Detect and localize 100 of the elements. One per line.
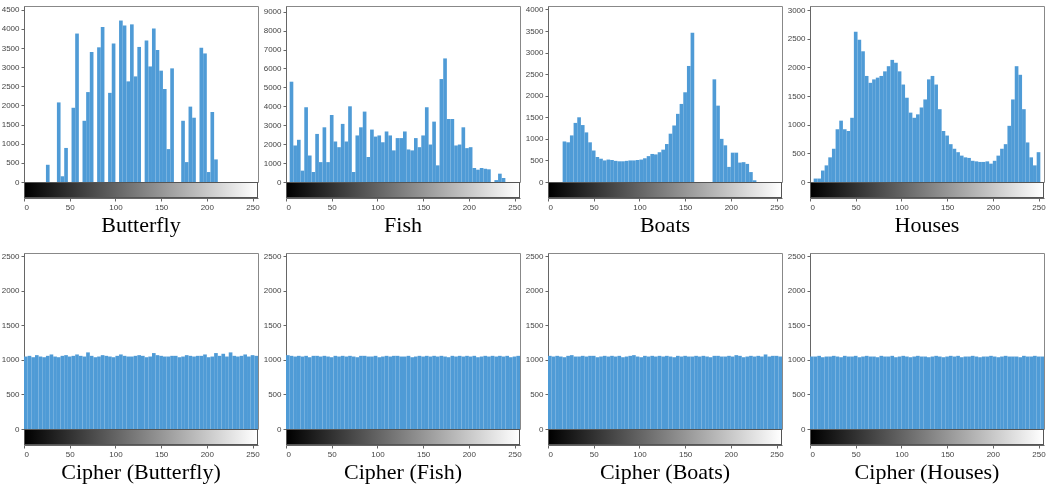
x-tick-label: 50	[851, 202, 862, 212]
x-tick-label: 150	[154, 449, 169, 459]
y-tick-label: 5000	[263, 82, 283, 92]
y-tick-label: 1000	[525, 134, 545, 144]
y-tick-label: 500	[530, 389, 545, 399]
x-tick-label: 200	[200, 449, 215, 459]
text: Cipher (Fish)	[344, 459, 462, 484]
y-tick-label: 0	[277, 177, 283, 187]
x-tick-label: 150	[678, 449, 693, 459]
x-tick-label: 100	[895, 449, 910, 459]
y-tick-label: 4500	[1, 5, 21, 15]
x-tick-label: 150	[416, 202, 431, 212]
y-tick-label: 1500	[525, 112, 545, 122]
y-tick-label: 2000	[525, 91, 545, 101]
x-tick-label: 100	[371, 202, 386, 212]
y-tick-label: 7000	[263, 45, 283, 55]
y-tick-label: 2500	[787, 251, 807, 261]
y-tick-label: 500	[792, 148, 807, 158]
x-tick-label: 200	[724, 202, 739, 212]
y-tick-label: 8000	[263, 26, 283, 36]
y-tick-label: 1500	[787, 320, 807, 330]
y-tick-label: 1500	[525, 320, 545, 330]
y-tick-label: 1500	[263, 320, 283, 330]
x-tick-label: 0	[810, 449, 816, 459]
y-tick-label: 1500	[1, 320, 21, 330]
y-tick-label: 500	[792, 389, 807, 399]
x-tick-label: 50	[327, 202, 338, 212]
text: Butterfly	[101, 212, 181, 237]
y-tick-label: 2500	[1, 81, 21, 91]
text: Houses	[894, 212, 960, 237]
x-tick-label: 50	[589, 202, 600, 212]
y-tick-label: 1000	[525, 355, 545, 365]
y-tick-label: 1500	[1, 120, 21, 130]
text: Boats	[639, 212, 691, 237]
x-tick-label: 100	[371, 449, 386, 459]
y-tick-label: 9000	[263, 7, 283, 17]
y-tick-label: 3500	[1, 43, 21, 53]
x-tick-label: 200	[986, 449, 1001, 459]
y-tick-label: 1000	[263, 158, 283, 168]
x-tick-label: 200	[462, 202, 477, 212]
y-tick-label: 0	[539, 424, 545, 434]
y-tick-label: 0	[801, 424, 807, 434]
y-tick-label: 2500	[525, 69, 545, 79]
y-tick-label: 500	[268, 389, 283, 399]
x-tick-label: 200	[724, 449, 739, 459]
x-tick-label: 200	[462, 449, 477, 459]
y-tick-label: 3000	[263, 120, 283, 130]
y-tick-label: 1500	[787, 91, 807, 101]
x-tick-label: 150	[416, 449, 431, 459]
x-tick-label: 0	[548, 449, 554, 459]
y-tick-label: 2000	[787, 62, 807, 72]
y-tick-label: 500	[6, 158, 21, 168]
x-tick-label: 100	[633, 449, 648, 459]
x-tick-label: 100	[633, 202, 648, 212]
y-tick-label: 2500	[1, 251, 21, 261]
x-tick-label: 0	[286, 449, 292, 459]
x-tick-label: 250	[770, 202, 785, 212]
y-tick-label: 500	[530, 155, 545, 165]
x-tick-label: 50	[851, 449, 862, 459]
y-tick-label: 1000	[1, 139, 21, 149]
y-tick-label: 4000	[263, 101, 283, 111]
x-tick-label: 250	[508, 449, 523, 459]
y-tick-label: 2000	[263, 139, 283, 149]
x-tick-label: 250	[770, 449, 785, 459]
text: Cipher (Boats)	[599, 459, 731, 484]
x-tick-label: 200	[200, 202, 215, 212]
y-tick-label: 3000	[525, 48, 545, 58]
y-tick-label: 3000	[1, 62, 21, 72]
y-tick-label: 0	[15, 177, 21, 187]
x-tick-label: 0	[810, 202, 816, 212]
x-tick-label: 150	[940, 202, 955, 212]
y-tick-label: 0	[15, 424, 21, 434]
x-tick-label: 250	[1032, 202, 1047, 212]
y-tick-label: 1000	[263, 355, 283, 365]
x-tick-label: 50	[65, 449, 76, 459]
y-tick-label: 1000	[787, 120, 807, 130]
y-tick-label: 2000	[1, 286, 21, 296]
y-tick-label: 4000	[1, 24, 21, 34]
x-tick-label: 250	[1032, 449, 1047, 459]
y-tick-label: 3000	[787, 5, 807, 15]
y-tick-label: 2000	[1, 100, 21, 110]
y-tick-label: 1000	[787, 355, 807, 365]
y-tick-label: 0	[277, 424, 283, 434]
text: Cipher (Houses)	[854, 459, 1000, 484]
x-tick-label: 250	[246, 202, 261, 212]
text: Fish	[384, 212, 422, 237]
y-tick-label: 2000	[525, 286, 545, 296]
x-tick-label: 0	[24, 449, 30, 459]
x-tick-label: 100	[109, 202, 124, 212]
x-tick-label: 150	[678, 202, 693, 212]
y-tick-label: 0	[539, 177, 545, 187]
y-tick-label: 2500	[263, 251, 283, 261]
x-tick-label: 100	[109, 449, 124, 459]
y-tick-label: 2000	[787, 286, 807, 296]
y-tick-label: 3500	[525, 26, 545, 36]
y-tick-label: 4000	[525, 4, 545, 14]
y-tick-label: 500	[6, 389, 21, 399]
x-tick-label: 250	[508, 202, 523, 212]
x-tick-label: 100	[895, 202, 910, 212]
y-tick-label: 2500	[525, 251, 545, 261]
